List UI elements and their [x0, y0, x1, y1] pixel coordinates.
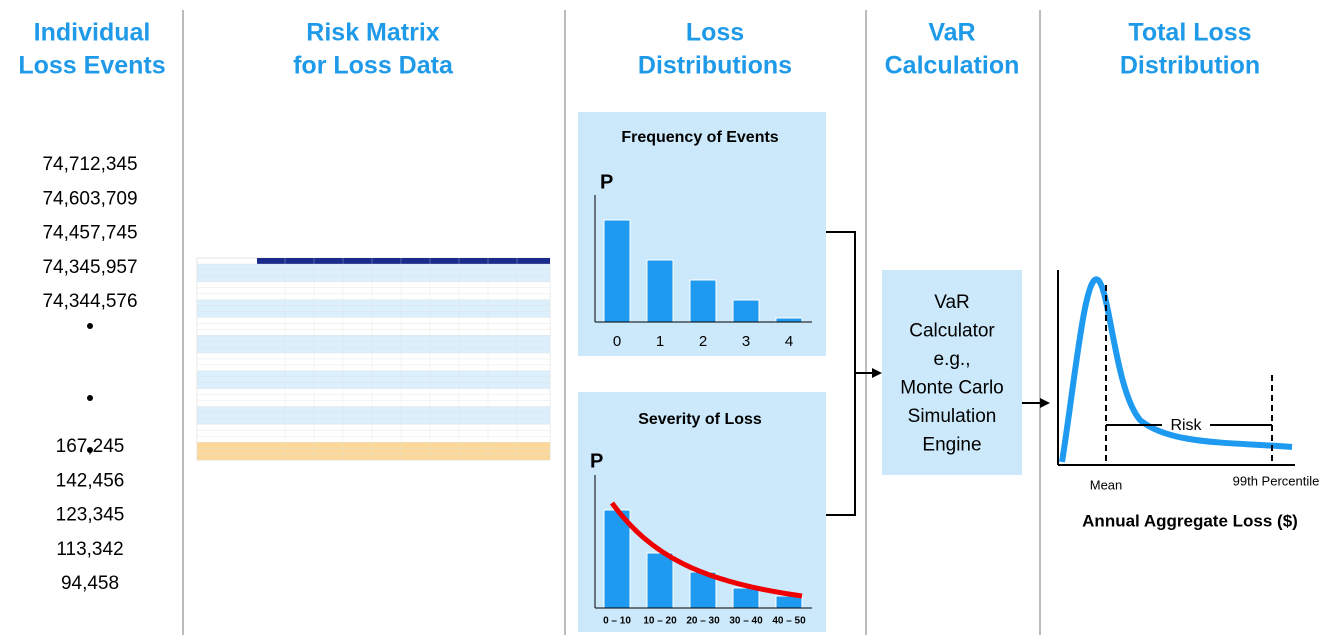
dashed-lines [1105, 285, 1273, 465]
column-title: Calculation [885, 52, 1020, 80]
matrix-row [196, 347, 551, 354]
column-title: for Loss Data [293, 52, 454, 80]
matrix-row [196, 305, 551, 312]
matrix-row [196, 382, 551, 389]
matrix-row [196, 442, 551, 449]
severity-curve [609, 501, 803, 599]
matrix-row [196, 453, 551, 461]
loss-value: 74,603,709 [42, 188, 137, 209]
x-label: 20 – 30 [686, 616, 720, 627]
x-label: 10 – 20 [643, 616, 677, 627]
total-axes [1057, 270, 1295, 466]
var-text: Monte Carlo [900, 378, 1004, 399]
matrix-row [196, 376, 551, 383]
var-text: Engine [922, 435, 981, 456]
matrix-row [196, 418, 551, 425]
matrix-row [196, 323, 551, 330]
x-label: 0 [613, 333, 621, 350]
matrix-header [257, 258, 550, 264]
connectors [826, 231, 1042, 516]
matrix-row [196, 364, 551, 372]
risk-label: Risk [1170, 417, 1202, 434]
matrix-row [196, 317, 551, 324]
x-label: 40 – 50 [772, 616, 806, 627]
loss-value: 74,344,576 [42, 291, 137, 312]
matrix-row [196, 329, 551, 336]
x-label: 0 – 10 [603, 616, 631, 627]
matrix-row [196, 281, 551, 288]
loss-value: 142,456 [56, 470, 125, 491]
matrix-row [196, 358, 551, 366]
matrix-row [196, 263, 551, 271]
column-title: Distributions [638, 52, 792, 80]
column-title: Total Loss [1128, 19, 1251, 47]
axis-label: Annual Aggregate Loss ($) [1082, 511, 1298, 530]
matrix-row [196, 447, 551, 455]
matrix-row [196, 275, 551, 282]
var-text: Simulation [908, 406, 997, 427]
var-text: e.g., [934, 349, 971, 370]
matrix-row [196, 287, 551, 294]
matrix-row [196, 299, 551, 306]
matrix-row [196, 412, 551, 419]
matrix-row [196, 370, 551, 377]
loss-value: 74,457,745 [42, 223, 137, 244]
frequency-bars [603, 219, 803, 323]
dots [87, 323, 93, 453]
column-title: Risk Matrix [306, 19, 439, 47]
x-label: 4 [785, 333, 793, 350]
panel-title: Severity of Loss [638, 411, 762, 428]
column-title: Loss [686, 19, 744, 47]
x-label: 2 [699, 333, 707, 350]
percentile-label: 99th Percentile [1233, 473, 1320, 488]
column-title: Distribution [1120, 52, 1260, 80]
x-label: 30 – 40 [729, 616, 763, 627]
matrix-row [196, 436, 551, 443]
matrix-row [196, 269, 551, 277]
loss-value: 123,345 [56, 505, 125, 526]
loss-value: 94,458 [61, 573, 119, 594]
panel-title: Frequency of Events [621, 129, 778, 146]
matrix-row [196, 388, 551, 395]
column-title: VaR [928, 19, 975, 47]
risk-matrix [196, 257, 551, 461]
loss-value: 167,245 [56, 436, 125, 457]
matrix-row [196, 293, 551, 300]
loss-value: 74,712,345 [42, 154, 137, 175]
mean-label: Mean [1090, 477, 1123, 492]
matrix-row [196, 424, 551, 431]
loss-value: 113,342 [56, 539, 123, 560]
x-label: 3 [742, 333, 750, 350]
arrow [1040, 398, 1050, 408]
matrix-row [196, 335, 551, 342]
matrix-row [196, 394, 551, 401]
loss-value: 74,345,957 [42, 257, 137, 278]
matrix-row [196, 341, 551, 348]
matrix-row [196, 400, 551, 407]
p-label: P [590, 450, 603, 472]
loss-curve [1059, 276, 1293, 463]
matrix-row [196, 352, 551, 360]
column-title: Loss Events [18, 52, 165, 80]
matrix-row [196, 406, 551, 413]
matrix-row [196, 430, 551, 437]
p-label: P [600, 171, 613, 193]
separators [182, 10, 1041, 635]
var-text: Calculator [909, 321, 995, 342]
arrow [872, 368, 882, 378]
matrix-row [196, 311, 551, 318]
var-text: VaR [934, 292, 970, 313]
var-box [882, 270, 1022, 475]
column-title: Individual [34, 19, 151, 47]
x-label: 1 [656, 333, 664, 350]
